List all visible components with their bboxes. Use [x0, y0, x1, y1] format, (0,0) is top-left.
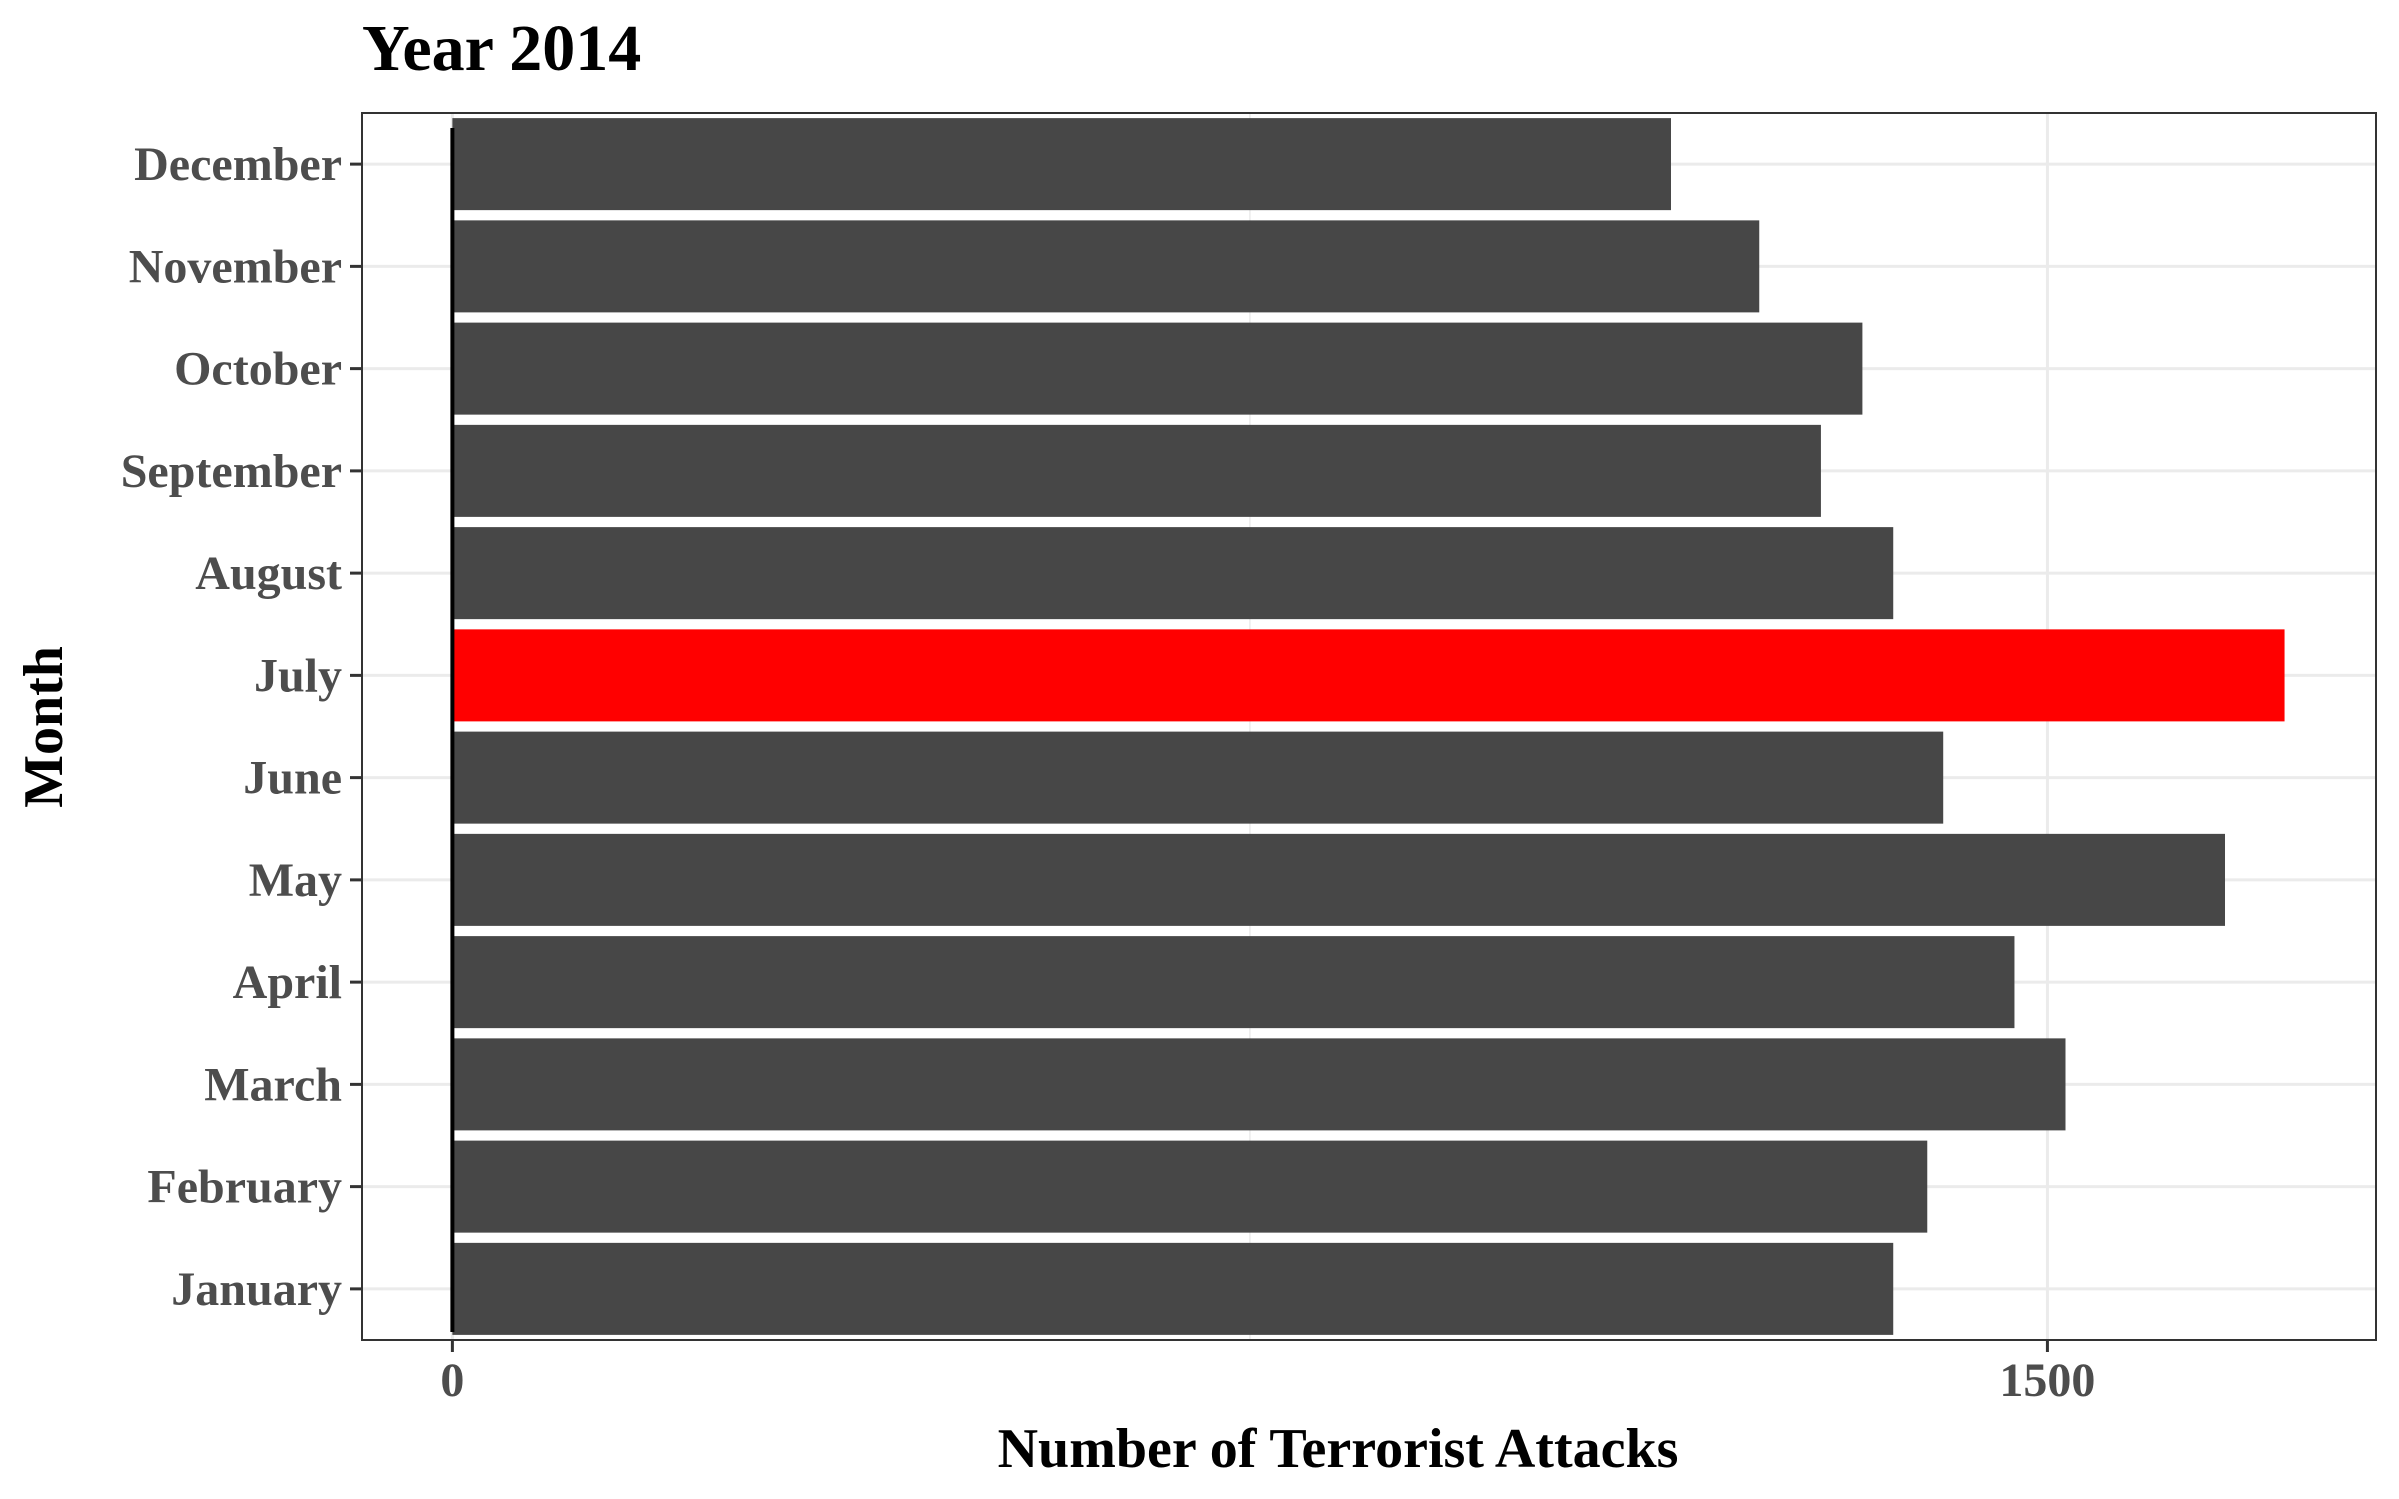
bar-november [452, 220, 1760, 313]
chart-title: Year 2014 [362, 12, 641, 85]
y-tick-label-august: August [195, 547, 342, 600]
x-axis: 0 1500 [440, 1340, 2095, 1407]
y-tick-label-november: November [129, 240, 342, 293]
bar-may [452, 833, 2226, 926]
x-tick-label: 0 [440, 1354, 464, 1407]
bar-august [452, 527, 1894, 620]
y-tick-label-may: May [249, 854, 342, 907]
y-tick-label-june: June [243, 752, 342, 805]
y-tick-label-september: September [121, 445, 342, 498]
y-tick-label-july: July [254, 649, 342, 702]
bar-october [452, 322, 1863, 415]
y-tick-label-october: October [174, 343, 342, 396]
bars [452, 118, 2285, 1335]
bar-september [452, 424, 1821, 517]
bar-january [452, 1242, 1894, 1335]
plot-panel-border [361, 112, 2377, 1341]
y-tick-label-december: December [134, 138, 342, 191]
bar-december [452, 118, 1671, 211]
y-axis: January February March April May June July Augu… [121, 138, 362, 1316]
bar-march [452, 1038, 2066, 1131]
plot-panel [362, 113, 2376, 1340]
y-tick-label-march: March [204, 1058, 342, 1111]
x-axis-title: Number of Terrorist Attacks [998, 1418, 1679, 1480]
bar-february [452, 1140, 1928, 1233]
bar-june [452, 731, 1944, 824]
bar-july [452, 629, 2285, 722]
x-tick-label: 1500 [1999, 1354, 2095, 1407]
bar-april [452, 936, 2015, 1029]
y-tick-label-february: February [147, 1161, 342, 1214]
y-tick-label-april: April [233, 956, 342, 1009]
y-tick-label-january: January [171, 1263, 342, 1316]
y-axis-title: Month [13, 646, 75, 808]
